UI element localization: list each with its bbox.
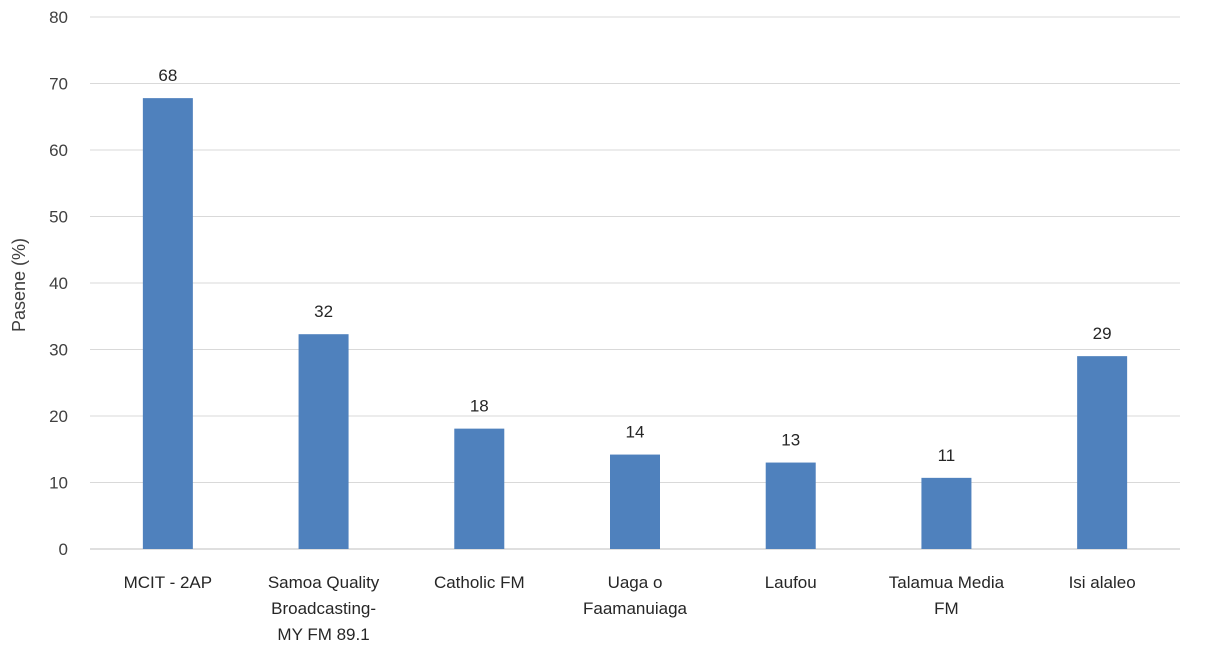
bar (610, 454, 660, 549)
gridlines (90, 16, 1180, 550)
category-label-line: Faamanuiaga (583, 599, 688, 618)
y-tick-label: 40 (49, 274, 68, 293)
bar (921, 477, 972, 549)
y-tick-label: 50 (49, 208, 68, 227)
data-label: 11 (938, 446, 956, 465)
data-label: 14 (626, 423, 645, 442)
category-label: Isi alaleo (1069, 573, 1136, 592)
category-label-line: Uaga o (608, 573, 663, 592)
category-label: Samoa Quality Broadcasting- MY FM 89.1 (268, 573, 380, 644)
bar (142, 98, 193, 549)
category-label-line: Talamua Media (889, 573, 1005, 592)
category-label-line: MY FM 89.1 (277, 625, 369, 644)
category-label-line: Broadcasting- (271, 599, 376, 618)
category-label-line: MCIT - 2AP (124, 573, 212, 592)
bar (1077, 356, 1128, 549)
data-label: 68 (158, 66, 177, 85)
y-tick-label: 30 (49, 341, 68, 360)
y-axis-ticks: 0 10 20 30 40 50 60 70 80 (49, 8, 68, 559)
data-label: 32 (314, 302, 333, 321)
category-label-line: Samoa Quality (268, 573, 380, 592)
bar (298, 334, 349, 549)
bar (454, 428, 505, 549)
bars (142, 98, 1128, 549)
data-label: 13 (781, 431, 800, 450)
category-label: Uaga o Faamanuiaga (583, 573, 688, 618)
data-labels: 68 32 18 14 13 11 29 (158, 66, 1111, 465)
y-axis-title: Pasene (%) (9, 238, 29, 332)
category-labels: MCIT - 2AP Samoa Quality Broadcasting- MY F… (124, 573, 1136, 644)
category-label-line: Laufou (765, 573, 817, 592)
data-label: 18 (470, 397, 489, 416)
y-tick-label: 20 (49, 407, 68, 426)
category-label: Talamua Media FM (889, 573, 1005, 618)
category-label-line: Catholic FM (434, 573, 525, 592)
category-label: Catholic FM (434, 573, 525, 592)
y-tick-label: 70 (49, 75, 68, 94)
y-tick-label: 0 (59, 540, 68, 559)
y-tick-label: 10 (49, 474, 68, 493)
category-label-line: FM (934, 599, 959, 618)
y-tick-label: 60 (49, 141, 68, 160)
category-label: Laufou (765, 573, 817, 592)
y-tick-label: 80 (49, 8, 68, 27)
category-label: MCIT - 2AP (124, 573, 212, 592)
data-label: 29 (1093, 324, 1112, 343)
category-label-line: Isi alaleo (1069, 573, 1136, 592)
bar (765, 462, 816, 549)
